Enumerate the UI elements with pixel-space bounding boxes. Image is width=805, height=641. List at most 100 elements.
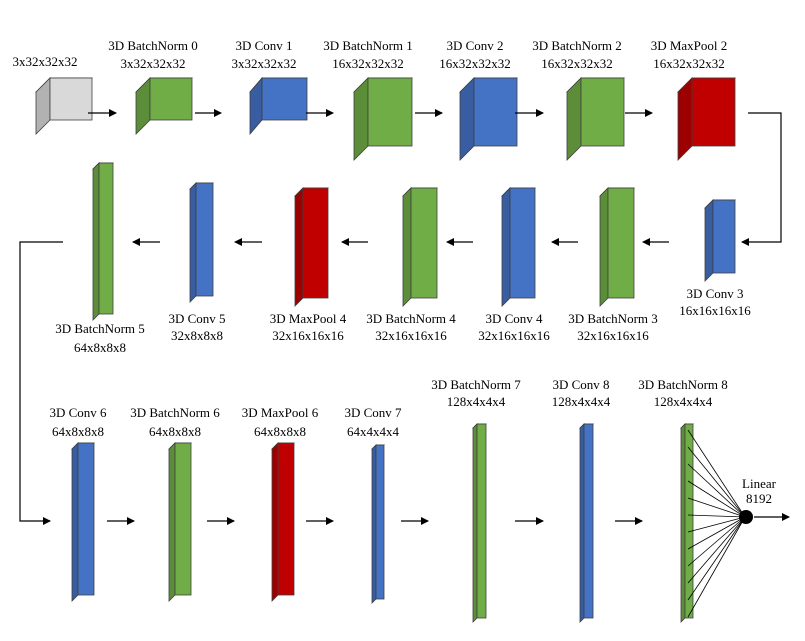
block-side-face bbox=[294, 187, 304, 307]
layer-name-label: 3D Conv 7 bbox=[344, 405, 402, 420]
layer-batchnorm-20: 3D BatchNorm 8 128x4x4x4 bbox=[638, 377, 728, 623]
fan-in-lines bbox=[687, 429, 746, 618]
layer-name-label: 3D BatchNorm 3 bbox=[568, 311, 658, 326]
layer-dims-label: 16x32x32x32 bbox=[332, 56, 404, 71]
layer-dims-label: 32x16x16x16 bbox=[478, 328, 550, 343]
block-front-face bbox=[174, 442, 192, 596]
layer-batchnorm-8: 3D BatchNorm 3 32x16x16x16 bbox=[568, 187, 658, 343]
layer-conv-9: 3D Conv 4 32x16x16x16 bbox=[478, 187, 550, 343]
block-side-face bbox=[135, 77, 151, 135]
output-name-label: Linear bbox=[742, 476, 777, 491]
layer-name-label: 3D BatchNorm 8 bbox=[638, 377, 728, 392]
block-side-face bbox=[35, 77, 51, 135]
block-front-face bbox=[302, 187, 329, 299]
layer-batchnorm-18: 3D BatchNorm 7 128x4x4x4 bbox=[431, 377, 521, 623]
layer-name-label: 3D Conv 6 bbox=[49, 405, 107, 420]
block-side-face bbox=[501, 187, 511, 307]
layer-name-label: 3D BatchNorm 5 bbox=[55, 321, 145, 336]
block-side-face bbox=[189, 182, 197, 303]
row-wrap-arrow bbox=[19, 241, 63, 525]
block-side-face bbox=[472, 423, 478, 623]
block-front-face bbox=[410, 187, 438, 299]
layer-batchnorm-13: 3D BatchNorm 5 64x8x8x8 bbox=[55, 162, 145, 355]
block-front-face bbox=[583, 423, 594, 619]
block-front-face bbox=[49, 77, 93, 121]
layer-name-label: 3D BatchNorm 2 bbox=[532, 38, 622, 53]
layer-dims-label: 3x32x32x32 bbox=[13, 54, 78, 69]
layer-conv-7: 3D Conv 3 16x16x16x16 bbox=[679, 199, 751, 318]
output-dims-label: 8192 bbox=[746, 491, 772, 506]
layer-name-label: 3D MaxPool 4 bbox=[270, 311, 347, 326]
block-front-face bbox=[684, 423, 694, 619]
layer-dims-label: 16x32x32x32 bbox=[439, 56, 511, 71]
block-side-face bbox=[704, 199, 714, 282]
layer-name-label: 3D Conv 2 bbox=[446, 38, 503, 53]
block-front-face bbox=[277, 442, 295, 596]
layer-name-label: 3D BatchNorm 4 bbox=[366, 311, 456, 326]
block-front-face bbox=[367, 77, 413, 147]
layer-dims-label: 128x4x4x4 bbox=[552, 394, 611, 409]
layer-name-label: 3D Conv 4 bbox=[485, 311, 543, 326]
layer-dims-label: 3x32x32x32 bbox=[232, 56, 297, 71]
row-wrap-arrow bbox=[741, 112, 782, 246]
layer-batchnorm-3: 3D BatchNorm 1 16x32x32x32 bbox=[323, 38, 413, 161]
layer-dims-label: 64x8x8x8 bbox=[149, 424, 201, 439]
layer-batchnorm-5: 3D BatchNorm 2 16x32x32x32 bbox=[532, 38, 625, 161]
layer-maxpool-11: 3D MaxPool 4 32x16x16x16 bbox=[270, 187, 347, 343]
block-side-face bbox=[353, 77, 369, 161]
block-front-face bbox=[509, 187, 536, 299]
layer-dims-label: 64x8x8x8 bbox=[52, 424, 104, 439]
block-front-face bbox=[261, 77, 308, 121]
block-side-face bbox=[371, 444, 377, 604]
block-side-face bbox=[92, 162, 100, 321]
linear-output-node bbox=[739, 510, 753, 524]
layer-dims-label: 16x16x16x16 bbox=[679, 303, 751, 318]
layer-name-label: 3D Conv 8 bbox=[552, 377, 609, 392]
layer-dims-label: 128x4x4x4 bbox=[654, 394, 713, 409]
layer-name-label: 3D MaxPool 6 bbox=[242, 405, 319, 420]
block-side-face bbox=[71, 442, 79, 602]
block-front-face bbox=[98, 162, 114, 315]
layer-dims-label: 3x32x32x32 bbox=[121, 56, 186, 71]
block-side-face bbox=[459, 77, 475, 161]
layer-name-label: 3D Conv 5 bbox=[168, 311, 225, 326]
layer-input-0: 3x32x32x32 bbox=[13, 54, 93, 135]
block-front-face bbox=[607, 187, 635, 299]
block-front-face bbox=[712, 199, 736, 274]
block-side-face bbox=[566, 77, 582, 161]
layer-batchnorm-1: 3D BatchNorm 0 3x32x32x32 bbox=[108, 38, 198, 135]
layer-name-label: 3D MaxPool 2 bbox=[651, 38, 728, 53]
block-front-face bbox=[195, 182, 214, 297]
layer-conv-17: 3D Conv 7 64x4x4x4 bbox=[344, 405, 402, 604]
block-side-face bbox=[579, 423, 585, 623]
layer-dims-label: 64x8x8x8 bbox=[74, 340, 126, 355]
layer-name-label: 3D BatchNorm 6 bbox=[130, 405, 220, 420]
block-side-face bbox=[680, 423, 686, 623]
block-side-face bbox=[677, 77, 693, 161]
layer-conv-2: 3D Conv 1 3x32x32x32 bbox=[232, 38, 308, 136]
block-front-face bbox=[375, 444, 385, 600]
layer-name-label: 3D Conv 3 bbox=[686, 286, 743, 301]
layer-maxpool-6: 3D MaxPool 2 16x32x32x32 bbox=[651, 38, 736, 161]
layer-dims-label: 32x16x16x16 bbox=[375, 328, 447, 343]
layer-dims-label: 64x8x8x8 bbox=[254, 424, 306, 439]
layer-name-label: 3D BatchNorm 1 bbox=[323, 38, 413, 53]
block-side-face bbox=[402, 187, 412, 307]
block-front-face bbox=[149, 77, 193, 121]
block-front-face bbox=[473, 77, 518, 147]
layer-dims-label: 32x8x8x8 bbox=[171, 328, 223, 343]
block-front-face bbox=[691, 77, 736, 147]
block-front-face bbox=[580, 77, 625, 147]
layer-name-label: 3D BatchNorm 7 bbox=[431, 377, 521, 392]
layer-conv-19: 3D Conv 8 128x4x4x4 bbox=[552, 377, 611, 623]
block-side-face bbox=[249, 76, 263, 136]
layer-dims-label: 128x4x4x4 bbox=[447, 394, 506, 409]
block-front-face bbox=[476, 423, 487, 619]
layer-dims-label: 32x16x16x16 bbox=[577, 328, 649, 343]
layer-batchnorm-15: 3D BatchNorm 6 64x8x8x8 bbox=[130, 405, 220, 602]
block-side-face bbox=[168, 442, 176, 602]
block-side-face bbox=[271, 442, 279, 602]
layer-conv-4: 3D Conv 2 16x32x32x32 bbox=[439, 38, 518, 161]
layer-dims-label: 16x32x32x32 bbox=[653, 56, 725, 71]
